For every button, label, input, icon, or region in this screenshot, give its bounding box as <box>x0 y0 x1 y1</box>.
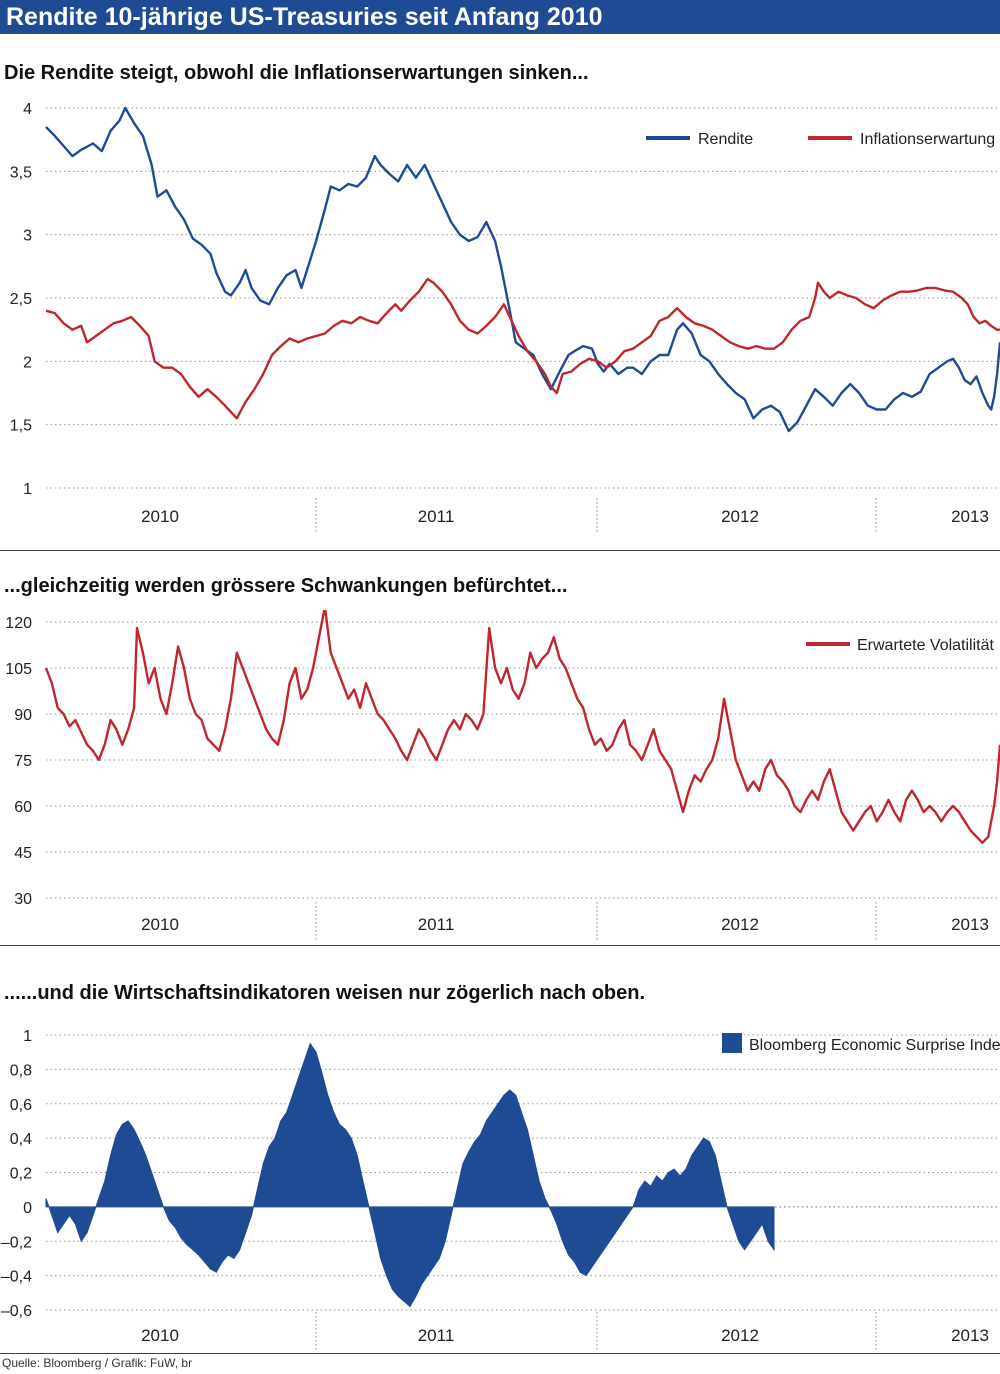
divider-1 <box>0 550 1000 551</box>
y-tick-label: 0,2 <box>10 1166 32 1183</box>
y-tick-label: 1 <box>23 1028 32 1045</box>
y-tick-label: 3,5 <box>10 164 32 181</box>
x-tick-label: 2012 <box>721 507 759 526</box>
x-tick-label: 2010 <box>141 1326 179 1345</box>
y-tick-label: 1,5 <box>10 418 32 435</box>
panel-1-title: Die Rendite steigt, obwohl die Inflation… <box>4 62 589 84</box>
x-tick-label: 2013 <box>951 915 989 934</box>
panel-3-title: ......und die Wirtschaftsindikatoren wei… <box>4 982 646 1004</box>
x-tick-label: 2013 <box>951 1326 989 1345</box>
y-tick-label: 30 <box>14 891 32 908</box>
y-tick-label: 0,6 <box>10 1097 32 1114</box>
x-tick-label: 2010 <box>141 507 179 526</box>
divider-3 <box>0 1353 1000 1354</box>
y-tick-label: 1 <box>23 481 32 498</box>
y-tick-label: 120 <box>5 615 32 632</box>
x-tick-label: 2012 <box>721 1326 759 1345</box>
x-tick-label: 2011 <box>418 507 455 526</box>
yield-inflation-chart: 1 1,5 2 2,5 3 3,5 4 2010 2011 2012 2013 Rendite Infl… <box>10 101 1000 532</box>
y-tick-label: 4 <box>23 101 32 118</box>
y-tick-label: 2 <box>23 354 32 371</box>
legend-label: Bloomberg Economic Surprise Index <box>749 1037 1000 1054</box>
y-tick-label: 75 <box>14 753 32 770</box>
surprise-index-chart: –0,6 –0,4 –0,2 0 0,2 0,4 0,6 0,8 1 2010 2011 2012 20… <box>1 1028 1000 1350</box>
x-tick-label: 2013 <box>951 507 989 526</box>
panel-2-title: ...gleichzeitig werden grössere Schwanku… <box>4 575 568 597</box>
y-tick-label: –0,4 <box>1 1269 32 1286</box>
source-note: Quelle: Bloomberg / Grafik: FuW, br <box>2 1356 193 1370</box>
divider-2 <box>0 945 1000 946</box>
x-tick-label: 2011 <box>418 915 455 934</box>
y-tick-label: 105 <box>5 661 32 678</box>
series-line-0 <box>45 106 1000 433</box>
chart-header-title: Rendite 10-jährige US-Treasuries seit An… <box>0 0 1000 34</box>
y-tick-label: –0,6 <box>1 1303 32 1320</box>
y-tick-label: 90 <box>14 707 32 724</box>
legend-label: Erwartete Volatilität <box>857 637 995 654</box>
y-tick-label: 2,5 <box>10 291 32 308</box>
y-tick-label: 45 <box>14 845 32 862</box>
legend-swatch <box>722 1033 742 1053</box>
y-tick-label: 0,8 <box>10 1062 32 1079</box>
y-tick-label: 0 <box>23 1200 32 1217</box>
y-tick-label: 0,4 <box>10 1131 32 1148</box>
legend-label: Rendite <box>698 131 753 148</box>
y-tick-label: 60 <box>14 799 32 816</box>
y-tick-label: 3 <box>23 228 32 245</box>
legend-label: Inflationserwartung <box>860 131 995 148</box>
series-area-surprise-index <box>45 1042 775 1308</box>
x-tick-label: 2012 <box>721 915 759 934</box>
series-line-1 <box>45 277 1000 420</box>
x-tick-label: 2011 <box>418 1326 455 1345</box>
y-tick-label: –0,2 <box>1 1234 32 1251</box>
series-line-0 <box>44 610 1000 844</box>
volatility-chart: 30 45 60 75 90 105 120 2010 2011 2012 2013 Erwartet… <box>5 610 1000 940</box>
x-tick-label: 2010 <box>141 915 179 934</box>
